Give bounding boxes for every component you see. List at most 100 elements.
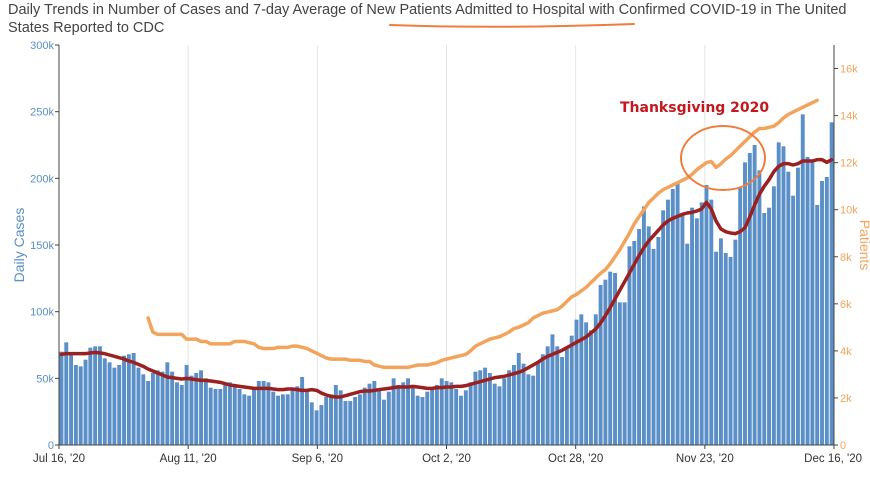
- bar-daily-cases: [83, 359, 88, 445]
- bar-daily-cases: [199, 370, 204, 445]
- bar-daily-cases: [791, 195, 796, 445]
- bar-daily-cases: [64, 342, 69, 445]
- y-right-tick-label: 8k: [840, 252, 852, 264]
- bar-daily-cases: [290, 389, 295, 445]
- bar-daily-cases: [406, 378, 410, 445]
- bar-daily-cases: [613, 273, 617, 445]
- bar-daily-cases: [122, 355, 126, 445]
- bar-daily-cases: [223, 382, 228, 445]
- bar-daily-cases: [285, 394, 290, 445]
- bar-daily-cases: [824, 177, 829, 445]
- bar-daily-cases: [261, 381, 266, 445]
- bar-daily-cases: [401, 382, 406, 445]
- chart-title: Daily Trends in Number of Cases and 7-da…: [8, 1, 868, 37]
- bar-daily-cases: [786, 171, 791, 446]
- bar-daily-cases: [165, 362, 170, 445]
- bar-daily-cases: [459, 395, 463, 445]
- bar-daily-cases: [815, 205, 820, 445]
- bar-daily-cases: [511, 365, 516, 445]
- bar-daily-cases: [434, 385, 439, 445]
- bar-daily-cases: [810, 162, 815, 445]
- bar-daily-cases: [584, 322, 589, 445]
- bar-daily-cases: [69, 354, 74, 445]
- bar-daily-cases: [314, 410, 319, 445]
- bar-daily-cases: [661, 210, 666, 445]
- line-patients-7day-average: [146, 98, 819, 370]
- bar-daily-cases: [208, 387, 213, 445]
- bar-daily-cases: [256, 381, 261, 445]
- y-left-tick-label: 300k: [30, 40, 54, 52]
- bar-daily-cases: [218, 389, 223, 445]
- bar-daily-cases: [372, 381, 377, 445]
- bar-daily-cases: [598, 285, 603, 445]
- bar-daily-cases: [425, 391, 430, 445]
- bar-daily-cases: [343, 401, 348, 445]
- line-cases-7day-average: [59, 157, 834, 399]
- bar-daily-cases: [386, 391, 391, 445]
- bar-daily-cases: [367, 383, 372, 445]
- bar-daily-cases: [232, 385, 237, 445]
- bar-daily-cases: [747, 153, 752, 445]
- bar-daily-cases: [329, 394, 333, 445]
- bar-daily-cases: [690, 207, 694, 445]
- bar-daily-cases: [733, 239, 738, 445]
- bar-daily-cases: [305, 391, 309, 445]
- bar-daily-cases: [444, 381, 449, 445]
- bar-daily-cases: [516, 353, 521, 445]
- bar-daily-cases: [463, 390, 468, 445]
- bar-daily-cases: [670, 189, 675, 445]
- x-tick-label: Sep 6, '20: [292, 453, 343, 465]
- bar-daily-cases: [709, 199, 714, 445]
- bar-daily-cases: [247, 395, 252, 445]
- bar-daily-cases: [507, 370, 512, 445]
- x-tick-label: Oct 28, '20: [548, 453, 603, 465]
- bar-daily-cases: [189, 375, 194, 445]
- y-right-tick-label: 12k: [840, 158, 858, 170]
- bar-daily-cases: [829, 122, 834, 445]
- bar-daily-cases: [574, 319, 579, 445]
- bar-daily-cases: [483, 367, 488, 445]
- bar-daily-cases: [651, 249, 656, 445]
- title-part1: Daily Trends in Number of Cases and 7-da…: [8, 2, 367, 18]
- y-right-axis-title: Patients: [857, 220, 870, 271]
- bar-daily-cases: [820, 181, 824, 445]
- y-right-tick-label: 10k: [840, 205, 858, 217]
- bar-daily-cases: [627, 246, 632, 445]
- bar-daily-cases: [98, 346, 102, 445]
- bar-daily-cases: [338, 390, 343, 445]
- bar-daily-cases: [237, 389, 242, 445]
- bar-daily-cases: [752, 145, 757, 445]
- bar-daily-cases: [531, 375, 536, 445]
- y-left-axis-title: Daily Cases: [11, 208, 27, 283]
- bar-daily-cases: [295, 386, 300, 445]
- bar-daily-cases: [781, 146, 786, 445]
- bar-daily-cases: [521, 363, 526, 445]
- y-left-tick-label: 100k: [30, 307, 54, 319]
- y-left-tick-label: 0: [48, 440, 54, 452]
- y-right-tick-label: 0: [840, 440, 846, 452]
- bar-daily-cases: [589, 330, 593, 445]
- bar-daily-cases: [300, 377, 305, 445]
- bar-daily-cases: [430, 387, 435, 445]
- bar-daily-cases: [73, 365, 78, 445]
- bar-daily-cases: [540, 354, 545, 445]
- bar-daily-cases: [795, 167, 800, 446]
- bar-daily-cases: [714, 251, 719, 445]
- bar-daily-cases: [319, 405, 324, 445]
- y-right-tick-label: 14k: [840, 111, 858, 123]
- bar-daily-cases: [536, 362, 540, 445]
- bar-daily-cases: [641, 206, 646, 445]
- bar-daily-cases: [170, 371, 175, 445]
- bar-daily-cases: [646, 226, 651, 445]
- bar-daily-cases: [391, 378, 396, 445]
- bar-daily-cases: [526, 374, 531, 445]
- bar-daily-cases: [88, 347, 93, 445]
- bar-daily-cases: [728, 257, 733, 445]
- x-tick-label: Nov 23, '20: [676, 453, 734, 465]
- bar-daily-cases: [194, 373, 199, 445]
- y-left-tick-label: 50k: [36, 373, 54, 385]
- y-right-tick-label: 4k: [840, 346, 852, 358]
- bar-daily-cases: [637, 229, 642, 445]
- axes: 0 50k 100k 150k 200k 250k 300k 0 2k 4k 6k 8k 10k 12k 1…: [11, 40, 870, 465]
- bar-daily-cases: [800, 114, 805, 445]
